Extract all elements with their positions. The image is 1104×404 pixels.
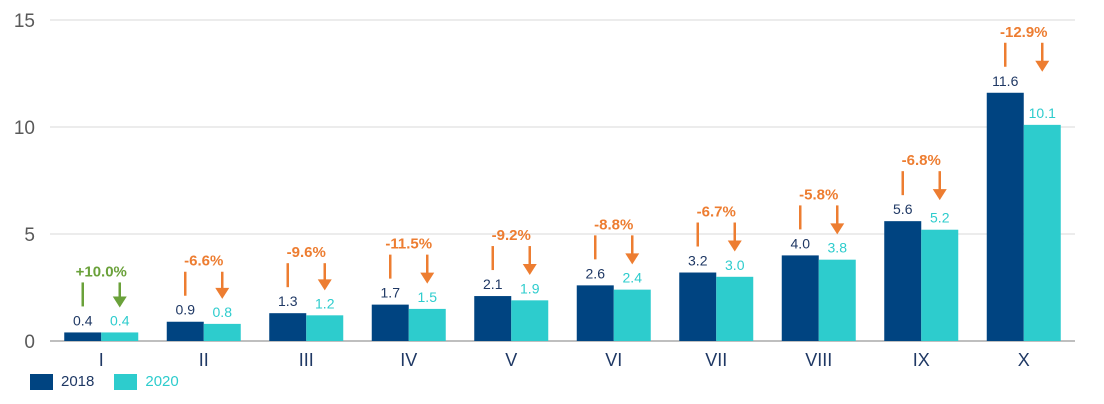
arrow-down-icon — [1035, 60, 1050, 72]
legend-swatch-2018 — [30, 373, 53, 390]
y-tick-label: 5 — [24, 225, 35, 246]
bar-2018-I — [64, 332, 102, 341]
bar-2018-V — [474, 296, 512, 341]
annotation-label-II: -6.6% — [184, 253, 223, 270]
value-label-2020-V: 1.9 — [520, 280, 540, 296]
bar-2020-IV — [408, 308, 446, 341]
bar-2018-III — [269, 313, 307, 341]
value-label-2018-VI: 2.6 — [586, 265, 606, 281]
annotation-label-I: +10.0% — [76, 263, 127, 280]
value-label-2020-VII: 3.0 — [725, 257, 745, 273]
annotation-label-IX: -6.8% — [902, 152, 941, 169]
arrow-down-icon — [215, 287, 230, 299]
value-label-2020-VIII: 3.8 — [828, 240, 848, 256]
x-tick-label: X — [1018, 350, 1030, 370]
bar-2020-VI — [613, 289, 651, 341]
x-tick-label: IV — [400, 350, 417, 370]
bar-2018-II — [166, 321, 204, 341]
annotation-label-V: -9.2% — [492, 227, 531, 244]
bar-2018-IX — [884, 221, 922, 341]
y-tick-label: 10 — [14, 118, 35, 139]
legend-label-2018: 2018 — [61, 373, 95, 390]
value-label-2018-VII: 3.2 — [688, 253, 708, 269]
value-labels: 0.4 0.4 0.9 0.8 1.3 1.2 1.7 1.5 2.1 1.9 2.6 2.4 3.2 3… — [73, 73, 1056, 329]
value-label-2020-IV: 1.5 — [418, 289, 438, 305]
x-tick-label: V — [505, 350, 517, 370]
bars — [64, 92, 1061, 341]
change-annotations: +10.0% -6.6% -9.6% -11.5% -9.2% -8.8% -6.7% -5.… — [76, 24, 1050, 308]
value-label-2018-X: 11.6 — [992, 73, 1018, 89]
arrow-down-icon — [522, 264, 537, 276]
value-label-2020-IX: 5.2 — [930, 210, 950, 226]
legend-swatch-2020 — [114, 373, 138, 390]
bar-2020-III — [306, 315, 344, 341]
bar-2018-VII — [679, 272, 717, 341]
arrow-down-icon — [727, 240, 742, 252]
arrow-down-icon — [932, 189, 947, 201]
x-tick-label: III — [299, 350, 314, 370]
legend-item-2020: 2020 — [114, 373, 179, 390]
value-label-2018-II: 0.9 — [176, 302, 196, 318]
x-axis-labels: I II III IV V VI VII VIII IX X — [99, 350, 1030, 370]
value-label-2018-IX: 5.6 — [893, 201, 913, 217]
legend: 2018 2020 — [30, 373, 191, 390]
y-tick-label: 15 — [14, 11, 35, 32]
bar-2020-VIII — [818, 259, 856, 341]
bar-chart: 0 5 10 15 0.4 0.4 0.9 0.8 1.3 1.2 1.7 1.5 2.1 1.9 2.6… — [14, 11, 1075, 370]
annotation-label-VIII: -5.8% — [799, 186, 838, 203]
x-tick-label: VI — [605, 350, 622, 370]
y-axis-ticks: 0 5 10 15 — [14, 11, 35, 353]
y-tick-label: 0 — [24, 332, 35, 353]
annotation-label-IV: -11.5% — [385, 236, 432, 253]
value-label-2018-IV: 1.7 — [381, 285, 401, 301]
bar-2018-X — [986, 92, 1024, 341]
x-tick-label: I — [99, 350, 104, 370]
x-tick-label: IX — [913, 350, 930, 370]
legend-label-2020: 2020 — [145, 373, 179, 390]
bar-2020-II — [203, 323, 241, 341]
arrow-down-icon — [830, 223, 845, 235]
bar-2020-VII — [716, 276, 754, 341]
annotation-label-III: -9.6% — [287, 244, 326, 261]
value-label-2018-I: 0.4 — [73, 312, 93, 328]
annotation-label-X: -12.9% — [1000, 24, 1048, 41]
value-label-2020-I: 0.4 — [110, 312, 130, 328]
annotation-label-VII: -6.7% — [697, 204, 736, 221]
arrow-down-icon — [420, 272, 435, 284]
bar-2020-X — [1023, 124, 1061, 341]
annotation-label-VI: -8.8% — [594, 216, 633, 233]
arrow-down-icon — [112, 296, 127, 308]
value-label-2018-VIII: 4.0 — [791, 235, 811, 251]
arrow-down-icon — [625, 253, 640, 265]
x-tick-label: VII — [705, 350, 727, 370]
bar-2018-IV — [371, 304, 409, 341]
value-label-2020-X: 10.1 — [1029, 105, 1056, 121]
value-label-2018-III: 1.3 — [278, 293, 298, 309]
bar-2018-VI — [576, 285, 614, 341]
arrow-down-icon — [317, 279, 332, 291]
x-tick-label: II — [199, 350, 209, 370]
value-label-2020-II: 0.8 — [213, 304, 233, 320]
value-label-2018-V: 2.1 — [483, 276, 503, 292]
legend-item-2018: 2018 — [30, 373, 94, 390]
bar-2020-V — [511, 300, 549, 341]
bar-2020-I — [101, 332, 139, 341]
x-tick-label: VIII — [805, 350, 832, 370]
value-label-2020-VI: 2.4 — [623, 270, 643, 286]
bar-2020-IX — [921, 229, 959, 341]
bar-2018-VIII — [781, 255, 819, 341]
value-label-2020-III: 1.2 — [315, 295, 335, 311]
